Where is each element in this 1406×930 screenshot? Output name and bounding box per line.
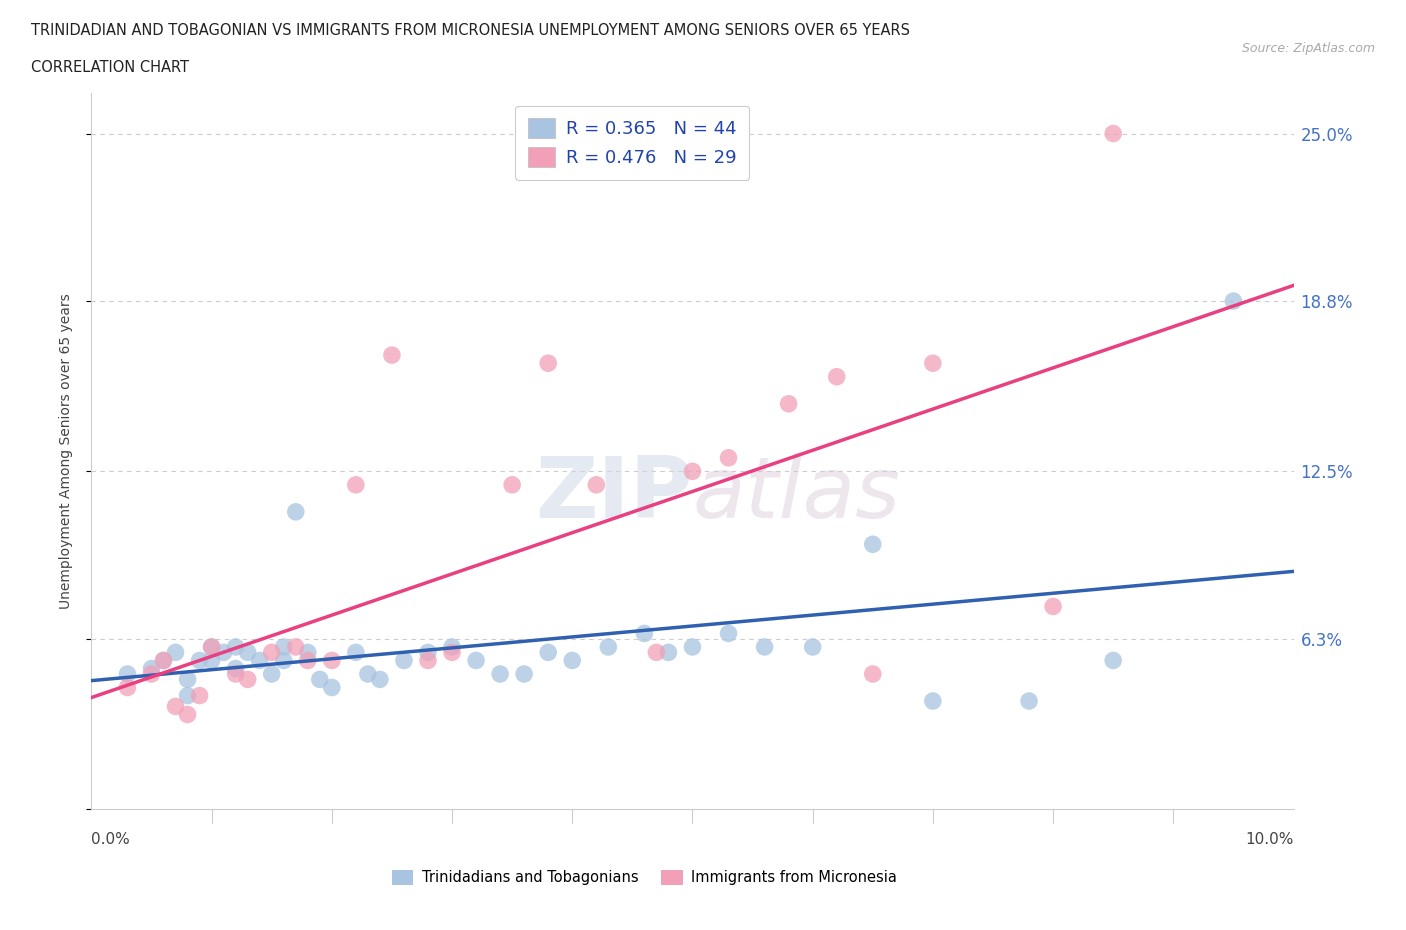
Point — [440, 644, 463, 659]
Point — [681, 464, 703, 479]
Point — [381, 348, 404, 363]
Point — [657, 644, 679, 659]
Point — [117, 680, 139, 695]
Point — [141, 661, 163, 676]
Point — [537, 644, 560, 659]
Text: 10.0%: 10.0% — [1246, 832, 1294, 847]
Text: TRINIDADIAN AND TOBAGONIAN VS IMMIGRANTS FROM MICRONESIA UNEMPLOYMENT AMONG SENI: TRINIDADIAN AND TOBAGONIAN VS IMMIGRANTS… — [31, 23, 910, 38]
Point — [201, 640, 224, 655]
Point — [273, 653, 295, 668]
Point — [1102, 653, 1125, 668]
Point — [537, 356, 560, 371]
Point — [922, 356, 945, 371]
Point — [598, 640, 620, 655]
Point — [561, 653, 583, 668]
Point — [416, 644, 439, 659]
Point — [513, 667, 536, 682]
Point — [297, 653, 319, 668]
Point — [357, 667, 380, 682]
Point — [260, 667, 283, 682]
Point — [249, 653, 271, 668]
Point — [717, 626, 740, 641]
Point — [416, 653, 439, 668]
Point — [681, 640, 703, 655]
Point — [165, 699, 187, 714]
Text: Source: ZipAtlas.com: Source: ZipAtlas.com — [1241, 42, 1375, 55]
Point — [284, 640, 307, 655]
Point — [1042, 599, 1064, 614]
Text: ZIP: ZIP — [534, 453, 692, 536]
Point — [236, 672, 259, 687]
Point — [297, 644, 319, 659]
Point — [176, 688, 198, 703]
Point — [273, 640, 295, 655]
Point — [717, 450, 740, 465]
Point — [489, 667, 512, 682]
Point — [440, 640, 463, 655]
Point — [501, 477, 523, 492]
Point — [862, 667, 884, 682]
Point — [862, 537, 884, 551]
Point — [225, 661, 247, 676]
Text: CORRELATION CHART: CORRELATION CHART — [31, 60, 188, 75]
Point — [585, 477, 607, 492]
Text: 0.0%: 0.0% — [91, 832, 131, 847]
Point — [801, 640, 824, 655]
Point — [1222, 294, 1244, 309]
Point — [645, 644, 668, 659]
Point — [825, 369, 848, 384]
Point — [176, 672, 198, 687]
Point — [188, 653, 211, 668]
Point — [1018, 694, 1040, 709]
Point — [141, 667, 163, 682]
Point — [465, 653, 488, 668]
Point — [754, 640, 776, 655]
Point — [152, 653, 174, 668]
Point — [344, 477, 367, 492]
Point — [308, 672, 330, 687]
Point — [392, 653, 415, 668]
Point — [1102, 126, 1125, 141]
Point — [188, 688, 211, 703]
Text: atlas: atlas — [692, 453, 900, 536]
Point — [778, 396, 800, 411]
Legend: R = 0.365   N = 44, R = 0.476   N = 29: R = 0.365 N = 44, R = 0.476 N = 29 — [516, 106, 749, 179]
Point — [212, 644, 235, 659]
Y-axis label: Unemployment Among Seniors over 65 years: Unemployment Among Seniors over 65 years — [59, 293, 73, 609]
Point — [176, 707, 198, 722]
Point — [922, 694, 945, 709]
Point — [117, 667, 139, 682]
Point — [368, 672, 391, 687]
Point — [201, 640, 224, 655]
Point — [236, 644, 259, 659]
Point — [321, 680, 343, 695]
Point — [633, 626, 655, 641]
Point — [165, 644, 187, 659]
Point — [225, 667, 247, 682]
Point — [152, 653, 174, 668]
Point — [321, 653, 343, 668]
Point — [344, 644, 367, 659]
Point — [201, 653, 224, 668]
Point — [284, 504, 307, 519]
Point — [260, 644, 283, 659]
Point — [225, 640, 247, 655]
